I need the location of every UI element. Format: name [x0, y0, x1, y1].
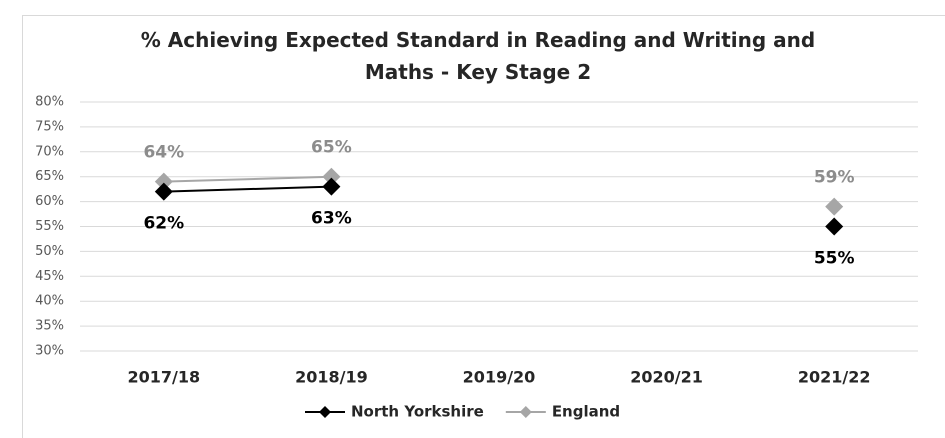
- legend-label: North Yorkshire: [351, 403, 484, 421]
- data-point: [322, 167, 341, 186]
- y-tick-label: 55%: [35, 219, 64, 234]
- x-tick-label: 2018/19: [295, 368, 368, 387]
- x-tick-label: 2017/18: [127, 368, 200, 387]
- y-tick-label: 60%: [35, 194, 64, 209]
- x-tick-label: 2019/20: [463, 368, 536, 387]
- data-label: 64%: [143, 143, 184, 163]
- x-tick-label: 2020/21: [630, 368, 703, 387]
- x-tick-label: 2021/22: [798, 368, 871, 387]
- data-point: [825, 197, 844, 216]
- legend-marker: [319, 406, 331, 418]
- data-point: [322, 177, 341, 196]
- legend-label: England: [552, 403, 620, 421]
- data-label: 65%: [311, 138, 352, 158]
- y-tick-label: 80%: [35, 95, 64, 110]
- data-label: 62%: [143, 214, 184, 234]
- y-tick-label: 70%: [35, 144, 64, 159]
- y-tick-label: 35%: [35, 319, 64, 334]
- chart-title: % Achieving Expected Standard in Reading…: [140, 28, 816, 84]
- y-tick-label: 75%: [35, 119, 64, 134]
- data-point: [154, 182, 173, 201]
- y-tick-label: 65%: [35, 169, 64, 184]
- data-label: 59%: [814, 168, 855, 188]
- y-tick-label: 45%: [35, 269, 64, 284]
- y-tick-label: 40%: [35, 294, 64, 309]
- data-label: 55%: [814, 249, 855, 269]
- y-tick-label: 30%: [35, 344, 64, 359]
- legend-marker: [519, 406, 532, 418]
- data-point: [825, 217, 844, 236]
- y-tick-label: 50%: [35, 244, 64, 259]
- data-point: [154, 172, 173, 191]
- data-label: 63%: [311, 209, 352, 229]
